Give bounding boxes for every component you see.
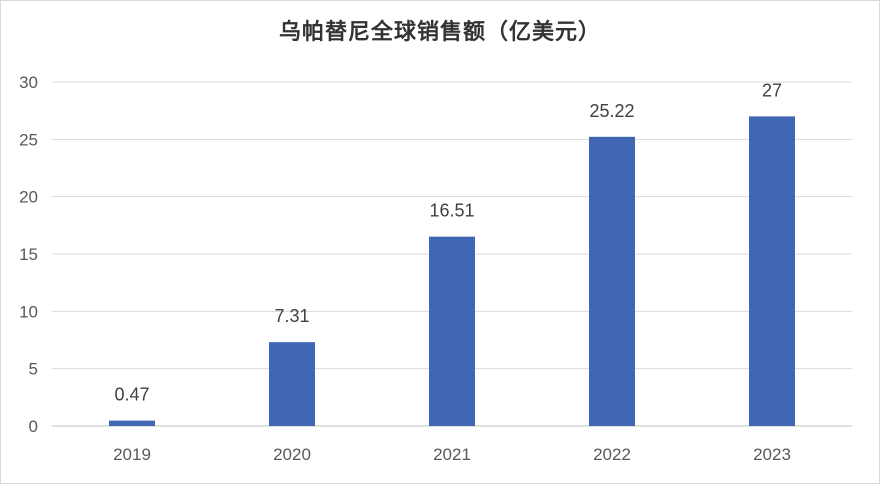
y-axis-tick-labels: 0 5 10 15 20 25 30	[19, 73, 38, 436]
chart-title: 乌帕替尼全球销售额（亿美元）	[278, 19, 601, 45]
y-tick-label: 30	[19, 73, 38, 92]
data-labels: 0.47 7.31 16.51 25.22 27	[114, 80, 782, 404]
data-label-2023: 27	[762, 80, 782, 100]
bars	[109, 116, 795, 427]
y-tick-label: 25	[19, 130, 38, 149]
x-tick-label-2019: 2019	[113, 445, 151, 464]
data-label-2019: 0.47	[114, 385, 149, 405]
bar-2022	[589, 136, 635, 426]
bar-2019	[109, 420, 155, 426]
y-tick-label: 15	[19, 245, 38, 264]
y-tick-label: 5	[29, 360, 38, 379]
x-tick-label-2022: 2022	[593, 445, 631, 464]
y-tick-label: 0	[29, 417, 38, 436]
x-tick-label-2023: 2023	[753, 445, 791, 464]
y-tick-label: 10	[19, 302, 38, 321]
data-label-2022: 25.22	[589, 101, 634, 121]
bar-2021	[429, 236, 475, 426]
x-tick-label-2021: 2021	[433, 445, 471, 464]
x-axis-tick-labels: 2019 2020 2021 2022 2023	[113, 445, 791, 464]
bar-2023	[749, 116, 795, 427]
x-tick-label-2020: 2020	[273, 445, 311, 464]
bar-2020	[269, 342, 315, 426]
data-label-2020: 7.31	[274, 306, 309, 326]
data-label-2021: 16.51	[429, 201, 474, 221]
y-tick-label: 20	[19, 188, 38, 207]
